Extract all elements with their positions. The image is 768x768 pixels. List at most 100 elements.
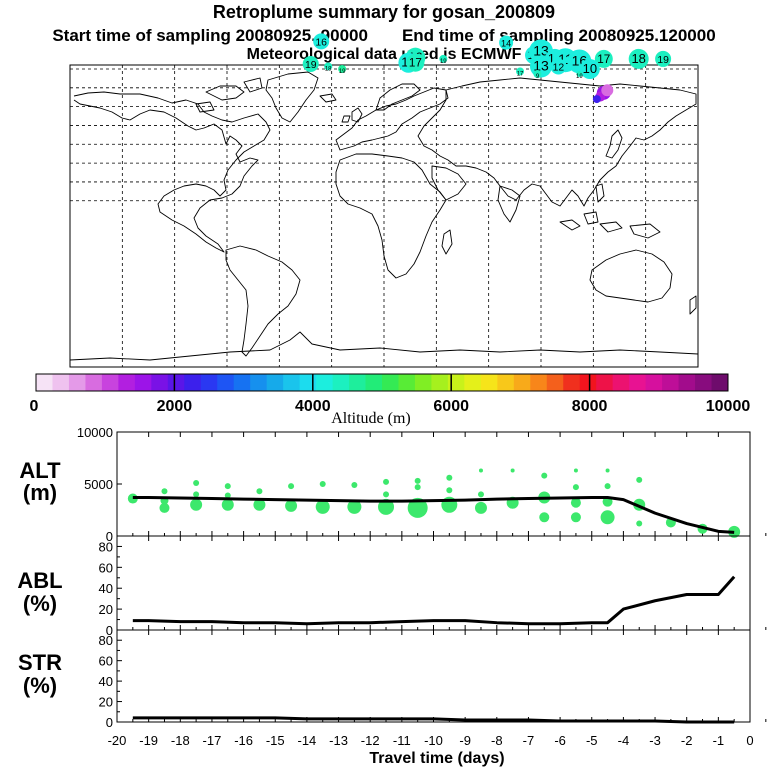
alt-panel: 0 5000 10000 <box>77 425 767 544</box>
map-dot-label: 18 <box>631 51 645 66</box>
abl-ytick-label: 20 <box>99 602 113 617</box>
str-ytick-label: 40 <box>99 674 113 689</box>
coast-philippines <box>595 183 605 203</box>
map-dot <box>406 53 425 72</box>
coast-greenland <box>265 71 319 123</box>
colorbar-cell <box>414 374 432 391</box>
coast-antarctica <box>69 331 699 361</box>
x-tick-label: -10 <box>424 733 443 748</box>
colorbar-cell <box>464 374 482 391</box>
alt-scatter-point <box>253 498 266 511</box>
abl-panel: 0 20 40 60 80 <box>99 535 767 638</box>
abl-ytick-label: 40 <box>99 581 113 596</box>
map-dot <box>516 67 525 76</box>
map-dot <box>439 54 448 63</box>
colorbar-cell <box>283 374 301 391</box>
x-tick-label: -2 <box>681 733 693 748</box>
map-dot-label: 12 <box>553 62 565 73</box>
alt-scatter-point <box>351 482 358 489</box>
alt-scatter-point <box>159 502 170 513</box>
map-dot-label: 14 <box>501 39 511 49</box>
alt-scatter-point <box>288 483 295 490</box>
alt-scatter-point <box>190 498 203 511</box>
colorbar-cell <box>217 374 235 391</box>
map-dot <box>499 35 514 50</box>
map-dot <box>628 48 649 69</box>
coast-japan <box>605 129 623 159</box>
map-dot <box>338 64 347 73</box>
colorbar-cell <box>184 374 202 391</box>
alt-ytick-label: 10000 <box>77 425 113 440</box>
map-dot-label: 17 <box>597 53 610 66</box>
abl-series-line <box>132 575 736 626</box>
str-ytick-label: 80 <box>99 633 113 648</box>
x-tick-label: -16 <box>234 733 253 748</box>
chart-title: Retroplume summary for gosan_200809 <box>212 2 556 22</box>
colorbar-cell <box>151 374 169 391</box>
x-tick-label: -12 <box>361 733 380 748</box>
alt-scatter-point <box>414 484 421 491</box>
alt-scatter-point <box>539 512 550 523</box>
map-dot <box>302 55 319 72</box>
alt-scatter-point <box>604 483 611 490</box>
alt-scatter-point <box>605 468 610 473</box>
x-tick-label: -17 <box>203 733 222 748</box>
coast-iceland <box>319 93 337 103</box>
coast-scandinavia <box>375 83 421 111</box>
map-dot-label: 18 <box>325 66 332 72</box>
alt-scatter-point <box>541 472 548 479</box>
x-tick-label: -3 <box>649 733 661 748</box>
map-dot <box>550 58 567 75</box>
colorbar-cell <box>316 374 334 391</box>
colorbar-cell <box>629 374 647 391</box>
alt-scatter-point <box>378 498 395 515</box>
alt-scatter-point <box>256 488 263 495</box>
alt-scatter-point <box>224 483 231 490</box>
alt-ytick-label: 0 <box>106 529 113 544</box>
world-map: 1616181714191917131411161718191312101791… <box>69 33 699 368</box>
abl-frame <box>116 535 751 631</box>
colorbar-cell <box>431 374 449 391</box>
alt-scatter-point <box>573 468 578 473</box>
map-dot-label: 13 <box>533 42 549 58</box>
str-ytick-label: 60 <box>99 654 113 669</box>
x-tick-label: -18 <box>171 733 190 748</box>
colorbar-cell <box>85 374 103 391</box>
colorbar-cell <box>200 374 218 391</box>
x-tick-label: -8 <box>491 733 503 748</box>
colorbar-cell <box>612 374 630 391</box>
colorbar-cell <box>382 374 399 391</box>
colorbar-cell <box>645 374 663 391</box>
alt-scatter-point <box>636 520 643 527</box>
x-tick-label: -1 <box>713 733 725 748</box>
alt-scatter-point <box>383 491 390 498</box>
map-dot <box>576 70 583 77</box>
coast-africa <box>335 153 447 279</box>
colorbar-cell <box>299 374 317 391</box>
alt-scatter-point <box>193 491 200 498</box>
colorbar-label: Altitude (m) <box>331 410 411 427</box>
x-tick-label: -7 <box>523 733 535 748</box>
map-dot-label: 17 <box>517 71 524 77</box>
coast-north-america <box>73 91 271 253</box>
map-dot-label: 17 <box>409 57 422 70</box>
colorbar-cell <box>546 374 564 391</box>
map-dot-label: 19 <box>339 69 346 75</box>
coast-indonesia <box>559 211 661 239</box>
x-tick-label: -6 <box>554 733 566 748</box>
colorbar-cell <box>596 374 614 391</box>
colorbar-cell <box>398 374 416 391</box>
colorbar-cell <box>52 374 70 391</box>
x-tick-label: 0 <box>746 733 753 748</box>
coastlines <box>69 71 699 361</box>
coast-australia <box>589 249 673 303</box>
colorbar-cell <box>695 374 713 391</box>
alt-scatter-point <box>572 484 579 491</box>
abl-ytick-label: 80 <box>99 539 113 554</box>
alt-scatter-point <box>446 487 453 494</box>
colorbar-cell <box>250 374 268 391</box>
alt-scatter-point <box>478 468 483 473</box>
colorbar-cell <box>480 374 498 391</box>
